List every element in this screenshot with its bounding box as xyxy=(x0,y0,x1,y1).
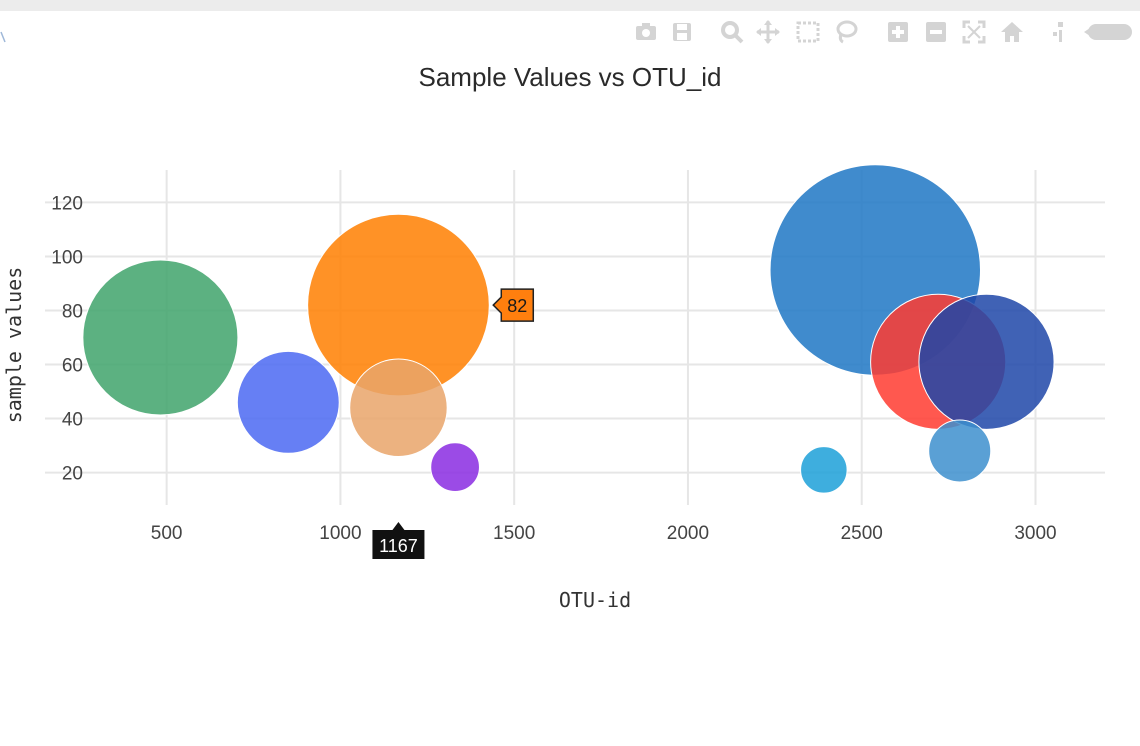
y-axis-label: sample values xyxy=(2,266,26,424)
y-tick-label: 60 xyxy=(62,356,83,377)
x-tick-label: 500 xyxy=(151,523,183,544)
bubble-marker[interactable] xyxy=(430,442,480,493)
lasso-select-icon[interactable] xyxy=(832,18,860,46)
hover-y-label: 82 xyxy=(507,296,527,316)
chart-title: Sample Values vs OTU_id xyxy=(418,62,722,92)
camera-icon[interactable] xyxy=(632,18,660,46)
top-strip xyxy=(0,0,1140,11)
save-icon[interactable] xyxy=(668,18,696,46)
zoom-icon[interactable] xyxy=(718,18,746,46)
y-tick-label: 40 xyxy=(62,410,83,431)
spike-lines-icon[interactable] xyxy=(1046,18,1074,46)
hover-compare-icon[interactable] xyxy=(1082,18,1132,46)
y-tick-label: 20 xyxy=(62,464,83,485)
bubble-marker[interactable] xyxy=(800,446,848,494)
corner-marker xyxy=(0,30,8,44)
x-axis-label: OTU-id xyxy=(558,588,632,612)
hover-labels: 82 1167 xyxy=(372,288,535,559)
x-tick-label: 1500 xyxy=(493,523,535,544)
bubble-marker[interactable] xyxy=(918,293,1055,430)
x-tick-label: 3000 xyxy=(1014,523,1056,544)
x-tick-label: 2000 xyxy=(667,523,709,544)
tick-labels: 500 1000 1500 2000 2500 3000 20 40 60 80 100 120 xyxy=(51,193,1056,544)
zoom-in-icon[interactable] xyxy=(884,18,912,46)
bubble-marker[interactable] xyxy=(82,259,239,416)
hover-x-box xyxy=(372,522,425,559)
y-tick-label: 100 xyxy=(51,247,83,268)
x-tick-label: 2500 xyxy=(841,523,883,544)
bubble-marker[interactable] xyxy=(236,350,340,454)
bubble-layer xyxy=(82,164,1055,494)
zoom-out-icon[interactable] xyxy=(922,18,950,46)
reset-axes-icon[interactable] xyxy=(998,18,1026,46)
x-tick-label: 1000 xyxy=(319,523,361,544)
y-tick-label: 120 xyxy=(51,193,83,214)
box-select-icon[interactable] xyxy=(794,18,822,46)
pan-icon[interactable] xyxy=(754,18,782,46)
bubble-marker[interactable] xyxy=(349,358,448,457)
y-tick-label: 80 xyxy=(62,301,83,322)
hover-y-box xyxy=(492,288,535,322)
autoscale-icon[interactable] xyxy=(960,18,988,46)
bubble-marker[interactable] xyxy=(928,419,992,483)
hover-x-label: 1167 xyxy=(379,536,418,556)
